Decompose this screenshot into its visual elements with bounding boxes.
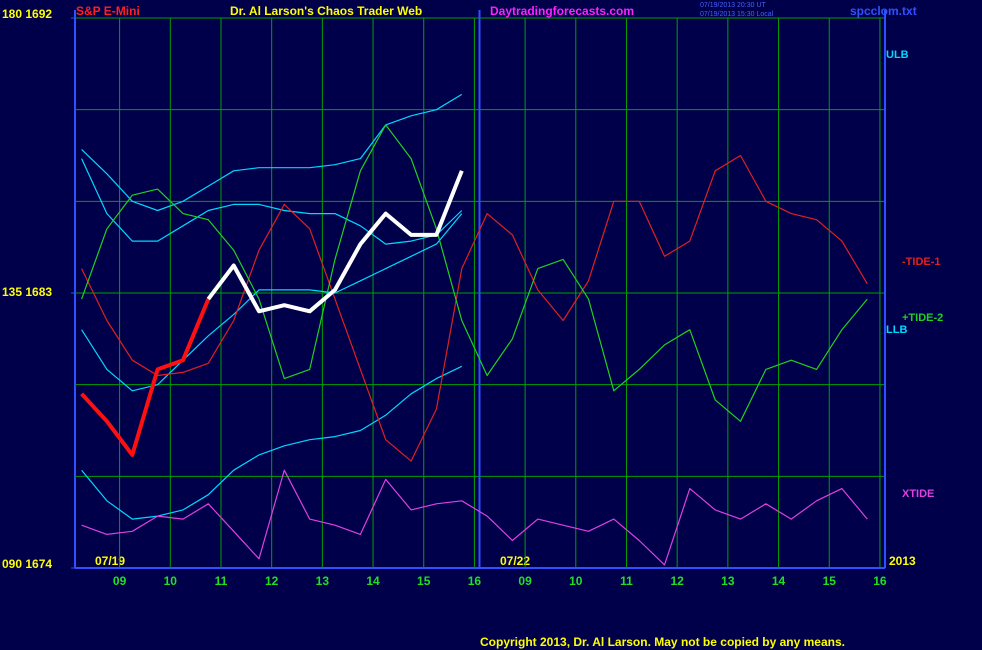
x-tick-label: 13: [721, 574, 735, 588]
x-tick-label: 12: [265, 574, 279, 588]
series-line: [81, 124, 868, 422]
x-tick-label: 11: [215, 574, 228, 588]
x-tick-label: 15: [823, 574, 837, 588]
x-tick-label: 10: [569, 574, 583, 588]
legend-label: LLB: [886, 324, 907, 336]
series-line: [81, 158, 463, 245]
x-tick-label: 16: [468, 574, 482, 588]
x-tick-label: 14: [366, 574, 380, 588]
y-tick-label: 090 1674: [2, 557, 52, 571]
file-name: spcclom.txt: [850, 4, 917, 18]
chart-title: Dr. Al Larson's Chaos Trader Web: [230, 4, 422, 18]
x-tick-label: 10: [164, 574, 178, 588]
series-line: [206, 170, 464, 314]
website: Daytradingforecasts.com: [490, 4, 634, 18]
series-line: [81, 469, 868, 566]
x-tick-label: 09: [518, 574, 532, 588]
series-line: [81, 213, 463, 392]
y-tick-label: 135 1683: [2, 285, 52, 299]
x-tick-label: 15: [417, 574, 431, 588]
x-tick-label: 11: [620, 574, 633, 588]
x-tick-label: 09: [113, 574, 127, 588]
x-tick-label: 14: [772, 574, 786, 588]
year-label: 2013: [889, 554, 916, 568]
legend-label: XTIDE: [902, 488, 934, 500]
legend-label: -TIDE-1: [902, 256, 941, 268]
series-line: [81, 154, 868, 462]
date-label: 07/19: [95, 554, 125, 568]
series-line: [80, 298, 211, 457]
x-tick-label: 13: [316, 574, 330, 588]
x-tick-label: 16: [873, 574, 887, 588]
x-tick-label: 12: [670, 574, 684, 588]
legend-label: ULB: [886, 49, 909, 61]
legend-label: +TIDE-2: [902, 312, 943, 324]
y-tick-label: 180 1692: [2, 7, 52, 21]
date-label: 07/22: [500, 554, 530, 568]
timestamp: 07/19/2013 15:30 Local: [700, 11, 774, 18]
instrument: S&P E-Mini: [76, 4, 140, 18]
timestamp: 07/19/2013 20:30 UT: [700, 2, 766, 9]
series-line: [81, 365, 463, 520]
copyright: Copyright 2013, Dr. Al Larson. May not b…: [480, 635, 845, 649]
series-line: [81, 93, 463, 212]
